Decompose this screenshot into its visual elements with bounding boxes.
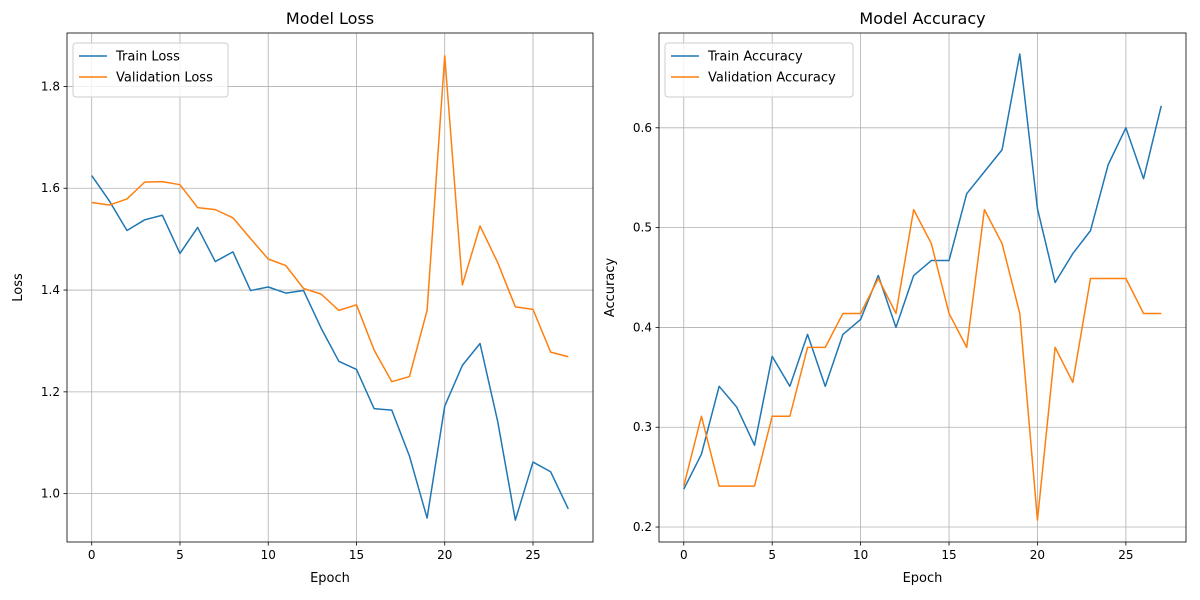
legend-box [72, 42, 229, 98]
chart-title: Model Loss [286, 9, 374, 28]
x-tick-label: 20 [437, 548, 452, 562]
y-tick-label: 0.3 [633, 420, 652, 434]
x-tick-label: 5 [768, 548, 776, 562]
x-axis-label: Epoch [310, 571, 350, 586]
y-tick-label: 1.8 [41, 79, 60, 93]
y-tick-label: 1.4 [41, 283, 60, 297]
x-tick-label: 25 [1118, 548, 1133, 562]
x-axis-label: Epoch [903, 571, 943, 586]
legend-label: Validation Accuracy [708, 71, 836, 86]
y-tick-label: 0.4 [633, 320, 652, 334]
legend-label: Train Accuracy [707, 50, 803, 65]
series-line-0 [683, 53, 1162, 490]
legend-label: Train Loss [115, 50, 180, 65]
chart-panel-1: 0 5 10 15 20 25 0.2 0.3 0.4 0.5 0.6 Model Accuracy E… [603, 9, 1187, 586]
y-tick-label: 0.2 [633, 520, 652, 534]
x-tick-label: 0 [88, 548, 96, 562]
y-tick-label: 1.6 [41, 181, 60, 195]
series-line-1 [91, 55, 569, 383]
x-tick-label: 0 [680, 548, 688, 562]
chart-panel-0: 0 5 10 15 20 25 1.0 1.2 1.4 1.6 1.8 Model Loss Epoch… [11, 9, 594, 586]
x-tick-label: 15 [941, 548, 956, 562]
x-tick-label: 10 [853, 548, 868, 562]
y-tick-label: 1.2 [41, 385, 60, 399]
x-tick-label: 10 [261, 548, 276, 562]
y-tick-label: 0.6 [633, 121, 652, 135]
y-axis-label: Loss [11, 273, 26, 302]
axes-frame [658, 32, 1187, 543]
x-tick-label: 5 [176, 548, 184, 562]
x-tick-label: 15 [349, 548, 364, 562]
legend-box [664, 42, 854, 98]
series-line-1 [683, 208, 1162, 521]
x-tick-label: 20 [1030, 548, 1045, 562]
series-line-0 [91, 175, 569, 521]
y-axis-label: Accuracy [603, 258, 618, 318]
y-tick-label: 0.5 [633, 221, 652, 235]
legend-label: Validation Loss [116, 71, 213, 86]
chart-title: Model Accuracy [859, 9, 985, 28]
y-tick-label: 1.0 [41, 487, 60, 501]
x-tick-label: 25 [525, 548, 540, 562]
axes-frame [66, 32, 594, 543]
